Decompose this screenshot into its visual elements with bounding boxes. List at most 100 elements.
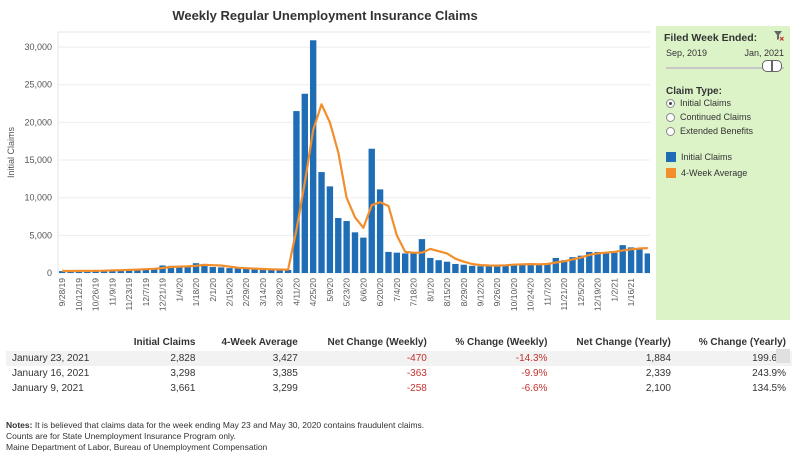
date-range-slider-track[interactable] bbox=[666, 67, 784, 69]
bar bbox=[184, 266, 191, 273]
range-end-handle[interactable] bbox=[772, 60, 782, 72]
bar bbox=[586, 251, 593, 273]
y-tick-label: 10,000 bbox=[24, 193, 52, 203]
x-tick-label: 1/18/20 bbox=[191, 278, 201, 307]
cell-pct-change-weekly: -9.9% bbox=[521, 368, 548, 379]
x-tick-label: 12/5/20 bbox=[576, 278, 586, 307]
bar bbox=[243, 268, 250, 273]
y-tick-label: 30,000 bbox=[24, 42, 52, 52]
bar bbox=[293, 111, 300, 273]
cell-4-week-average: 3,427 bbox=[201, 351, 304, 366]
bar bbox=[560, 260, 568, 273]
cell-net-change-weekly: -470 bbox=[303, 351, 433, 366]
bar bbox=[226, 268, 233, 273]
x-tick-label: 7/4/20 bbox=[392, 278, 402, 302]
bar bbox=[117, 269, 124, 273]
x-tick-label: 12/19/20 bbox=[593, 278, 603, 311]
bar bbox=[393, 252, 401, 273]
x-tick-label: 10/12/19 bbox=[74, 278, 84, 311]
bar bbox=[234, 268, 242, 273]
cell-pct-change-yearly: 243.9% bbox=[752, 368, 786, 379]
x-tick-label: 11/23/19 bbox=[124, 278, 134, 311]
bar bbox=[59, 271, 66, 273]
bar bbox=[619, 245, 626, 273]
chart-title: Weekly Regular Unemployment Insurance Cl… bbox=[172, 8, 478, 23]
bar bbox=[418, 239, 426, 273]
cell-net-change-yearly: 1,884 bbox=[553, 351, 677, 366]
table-scrollbar[interactable] bbox=[776, 349, 790, 363]
bar bbox=[519, 264, 526, 273]
range-start-handle[interactable] bbox=[762, 60, 772, 72]
table-header: Net Change (Weekly) bbox=[327, 337, 427, 348]
range-start-label: Sep, 2019 bbox=[666, 48, 708, 58]
row-date: January 16, 2021 bbox=[12, 368, 90, 379]
cell-net-change-weekly: -363 bbox=[406, 368, 427, 379]
bar bbox=[636, 248, 643, 273]
bar bbox=[460, 264, 467, 273]
bar bbox=[385, 251, 392, 273]
filed-week-header: Filed Week Ended: bbox=[664, 32, 758, 44]
x-tick-label: 8/1/20 bbox=[425, 278, 435, 302]
x-tick-label: 4/25/20 bbox=[308, 278, 318, 307]
radio-label: Continued Claims bbox=[680, 112, 752, 122]
table-header: % Change (Weekly) bbox=[455, 337, 548, 348]
y-tick-label: 15,000 bbox=[24, 155, 52, 165]
x-tick-label: 1/16/21 bbox=[626, 278, 636, 307]
bar bbox=[402, 253, 409, 273]
radio-extended-benefits[interactable]: Extended Benefits bbox=[666, 126, 753, 136]
bar bbox=[535, 264, 543, 273]
radio-label: Extended Benefits bbox=[680, 126, 754, 136]
bar bbox=[468, 265, 476, 273]
y-tick-label: 0 bbox=[47, 268, 52, 278]
bar bbox=[284, 269, 292, 273]
bar bbox=[644, 253, 650, 273]
x-tick-label: 9/12/20 bbox=[476, 278, 486, 307]
x-tick-label: 1/2/21 bbox=[609, 278, 619, 302]
table-row: January 16, 2021 3,298 3,385 -363 -9.9% … bbox=[6, 366, 792, 381]
bar bbox=[552, 257, 559, 273]
bar bbox=[594, 251, 601, 273]
bar bbox=[494, 265, 501, 273]
bar bbox=[251, 269, 258, 273]
radio-initial-claims[interactable]: Initial Claims bbox=[666, 98, 731, 108]
cell-4-week-average: 3,299 bbox=[272, 383, 298, 394]
radio-icon[interactable] bbox=[666, 112, 675, 122]
x-tick-label: 9/28/19 bbox=[57, 278, 67, 307]
legend-label: 4-Week Average bbox=[681, 168, 748, 178]
radio-icon[interactable] bbox=[666, 126, 675, 136]
x-tick-label: 2/15/20 bbox=[225, 278, 235, 307]
bar bbox=[167, 265, 175, 273]
x-tick-label: 1/4/20 bbox=[174, 278, 184, 302]
cell-net-change-yearly: 2,100 bbox=[645, 383, 671, 394]
x-tick-label: 5/9/20 bbox=[325, 278, 335, 302]
bar bbox=[360, 237, 367, 273]
claims-chart: 0 5,000 10,000 15,000 20,000 25,000 30,000 Init… bbox=[6, 31, 650, 311]
x-tick-label: 11/9/19 bbox=[107, 278, 117, 306]
x-tick-label: 6/6/20 bbox=[358, 278, 368, 302]
bar bbox=[318, 172, 325, 273]
bar bbox=[611, 252, 618, 273]
bar bbox=[477, 266, 484, 273]
table-header-date bbox=[6, 335, 116, 351]
bar bbox=[192, 263, 200, 273]
range-end-label: Jan, 2021 bbox=[744, 48, 784, 58]
x-tick-label: 4/11/20 bbox=[291, 278, 301, 306]
bar bbox=[510, 263, 518, 273]
x-tick-label: 3/14/20 bbox=[258, 278, 268, 307]
table-header: Net Change (Yearly) bbox=[576, 337, 671, 348]
filter-clear-icon[interactable] bbox=[774, 31, 784, 41]
note-line-2: Counts are for State Unemployment Insura… bbox=[6, 431, 236, 441]
bar bbox=[176, 267, 183, 273]
table-row: January 9, 2021 3,661 3,299 -258 -6.6% 2… bbox=[6, 381, 792, 396]
x-tick-label: 2/1/20 bbox=[208, 278, 218, 302]
bar bbox=[335, 218, 342, 273]
bar bbox=[569, 257, 576, 273]
x-tick-label: 5/23/20 bbox=[342, 278, 352, 307]
notes-label: Notes: bbox=[6, 420, 33, 430]
bar bbox=[502, 264, 509, 273]
radio-selected-icon[interactable] bbox=[666, 98, 675, 108]
bar bbox=[309, 40, 317, 273]
legend-label: Initial Claims bbox=[681, 152, 733, 162]
table-header-row: Initial Claims 4-Week Average Net Change… bbox=[6, 335, 792, 351]
radio-continued-claims[interactable]: Continued Claims bbox=[666, 112, 751, 122]
